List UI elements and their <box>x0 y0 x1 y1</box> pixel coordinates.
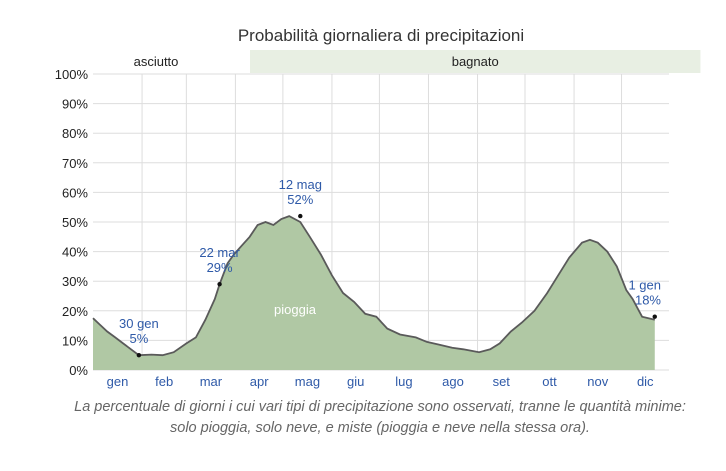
annotation-dot <box>136 353 142 358</box>
annotation-dot <box>652 314 657 319</box>
annotation-date: 22 mar <box>199 245 240 260</box>
y-tick-label: 90% <box>62 97 88 112</box>
month-label-ott: ott <box>542 374 557 389</box>
month-label-nov: nov <box>587 374 608 389</box>
month-label-gen: gen <box>107 374 129 389</box>
annotation-date: 12 mag <box>279 177 322 192</box>
month-label-set: set <box>493 374 511 389</box>
annotation-dot <box>298 213 303 219</box>
y-tick-label: 70% <box>62 156 88 171</box>
band-label-asciutto: asciutto <box>134 54 179 69</box>
y-tick-label: 40% <box>62 245 88 260</box>
band-label-bagnato: bagnato <box>452 54 499 69</box>
annotation-date: 30 gen <box>119 316 159 331</box>
y-tick-label: 0% <box>69 363 88 378</box>
y-tick-label: 10% <box>62 333 88 348</box>
month-label-feb: feb <box>155 374 173 389</box>
chart-title: Probabilità giornaliera di precipitazion… <box>238 26 524 45</box>
series-line-pioggia <box>92 215 656 357</box>
month-label-dic: dic <box>637 374 654 389</box>
series-label-pioggia: pioggia <box>274 302 317 317</box>
annotation-value: 29% <box>207 260 233 275</box>
annotation-value: 18% <box>635 293 661 308</box>
y-tick-label: 20% <box>62 304 88 319</box>
annotation-date: 1 gen <box>628 278 661 293</box>
annotation-dot <box>217 281 222 287</box>
month-label-mag: mag <box>295 374 320 389</box>
y-tick-label: 30% <box>62 274 88 289</box>
precipitation-chart: Probabilità giornaliera di precipitazion… <box>55 26 701 389</box>
y-tick-label: 80% <box>62 126 88 141</box>
month-label-mar: mar <box>200 374 223 389</box>
y-tick-label: 60% <box>62 185 88 200</box>
band-bagnato <box>250 50 701 73</box>
month-label-apr: apr <box>250 374 269 389</box>
month-label-giu: giu <box>347 374 364 389</box>
annotation-value: 5% <box>129 331 148 346</box>
annotation-value: 52% <box>287 192 313 207</box>
month-label-lug: lug <box>395 374 412 389</box>
month-label-ago: ago <box>442 374 464 389</box>
y-tick-label: 50% <box>62 215 88 230</box>
y-tick-label: 100% <box>55 67 89 82</box>
series-area-pioggia <box>93 216 655 370</box>
chart-caption: La percentuale di giorni i cui vari tipi… <box>74 399 686 436</box>
